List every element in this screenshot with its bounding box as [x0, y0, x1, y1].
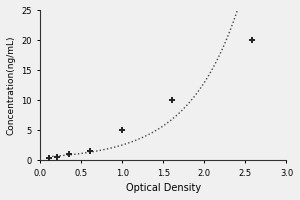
Y-axis label: Concentration(ng/mL): Concentration(ng/mL)	[7, 36, 16, 135]
X-axis label: Optical Density: Optical Density	[126, 183, 201, 193]
